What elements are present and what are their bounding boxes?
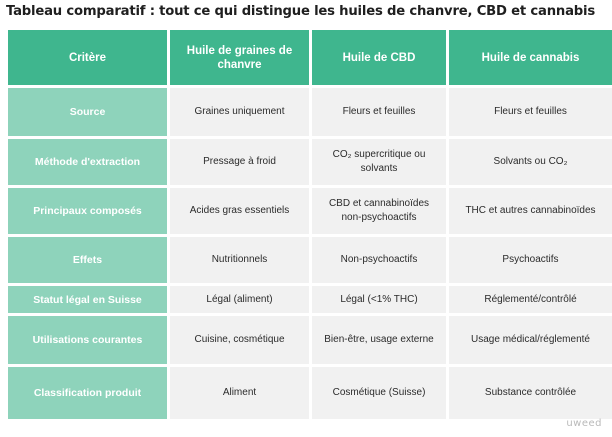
- table-cell: Fleurs et feuilles: [312, 88, 446, 136]
- table-cell: Acides gras essentiels: [170, 188, 309, 234]
- table-cell: Légal (<1% THC): [312, 286, 446, 313]
- row-label-effects: Effets: [8, 237, 167, 283]
- table-cell: Réglementé/contrôlé: [449, 286, 612, 313]
- table-row: Statut légal en Suisse Légal (aliment) L…: [8, 286, 612, 313]
- table-row: Source Graines uniquement Fleurs et feui…: [8, 88, 612, 136]
- uweed-watermark: uweed: [566, 418, 602, 429]
- table-cell: Non-psychoactifs: [312, 237, 446, 283]
- row-label-common-uses: Utilisations courantes: [8, 316, 167, 364]
- table-cell: THC et autres cannabinoïdes: [449, 188, 612, 234]
- table-row: Méthode d'extraction Pressage à froid CO…: [8, 139, 612, 185]
- table-cell: Nutritionnels: [170, 237, 309, 283]
- table-cell: Usage médical/réglementé: [449, 316, 612, 364]
- table-row: Utilisations courantes Cuisine, cosmétiq…: [8, 316, 612, 364]
- table-cell: Légal (aliment): [170, 286, 309, 313]
- header-criterion: Critère: [8, 30, 167, 85]
- table-row: Effets Nutritionnels Non-psychoactifs Ps…: [8, 237, 612, 283]
- table-header-row: Critère Huile de graines de chanvre Huil…: [8, 30, 612, 85]
- comparison-table: Critère Huile de graines de chanvre Huil…: [5, 27, 612, 422]
- table-cell: CO₂ supercritique ou solvants: [312, 139, 446, 185]
- table-cell: Aliment: [170, 367, 309, 419]
- table-row: Principaux composés Acides gras essentie…: [8, 188, 612, 234]
- table-cell: Pressage à froid: [170, 139, 309, 185]
- table-row: Classification produit Aliment Cosmétiqu…: [8, 367, 612, 419]
- row-label-legal-status: Statut légal en Suisse: [8, 286, 167, 313]
- table-cell: Cuisine, cosmétique: [170, 316, 309, 364]
- table-cell: Solvants ou CO₂: [449, 139, 612, 185]
- header-hemp-seed-oil: Huile de graines de chanvre: [170, 30, 309, 85]
- table-cell: Substance contrôlée: [449, 367, 612, 419]
- table-cell: Psychoactifs: [449, 237, 612, 283]
- page-title: Tableau comparatif : tout ce qui disting…: [6, 4, 596, 19]
- header-cannabis-oil: Huile de cannabis: [449, 30, 612, 85]
- row-label-extraction-method: Méthode d'extraction: [8, 139, 167, 185]
- table-cell: Fleurs et feuilles: [449, 88, 612, 136]
- table-cell: Bien-être, usage externe: [312, 316, 446, 364]
- row-label-main-compounds: Principaux composés: [8, 188, 167, 234]
- table-cell: Cosmétique (Suisse): [312, 367, 446, 419]
- row-label-product-classification: Classification produit: [8, 367, 167, 419]
- table-cell: Graines uniquement: [170, 88, 309, 136]
- table-cell: CBD et cannabinoïdes non-psychoactifs: [312, 188, 446, 234]
- row-label-source: Source: [8, 88, 167, 136]
- header-cbd-oil: Huile de CBD: [312, 30, 446, 85]
